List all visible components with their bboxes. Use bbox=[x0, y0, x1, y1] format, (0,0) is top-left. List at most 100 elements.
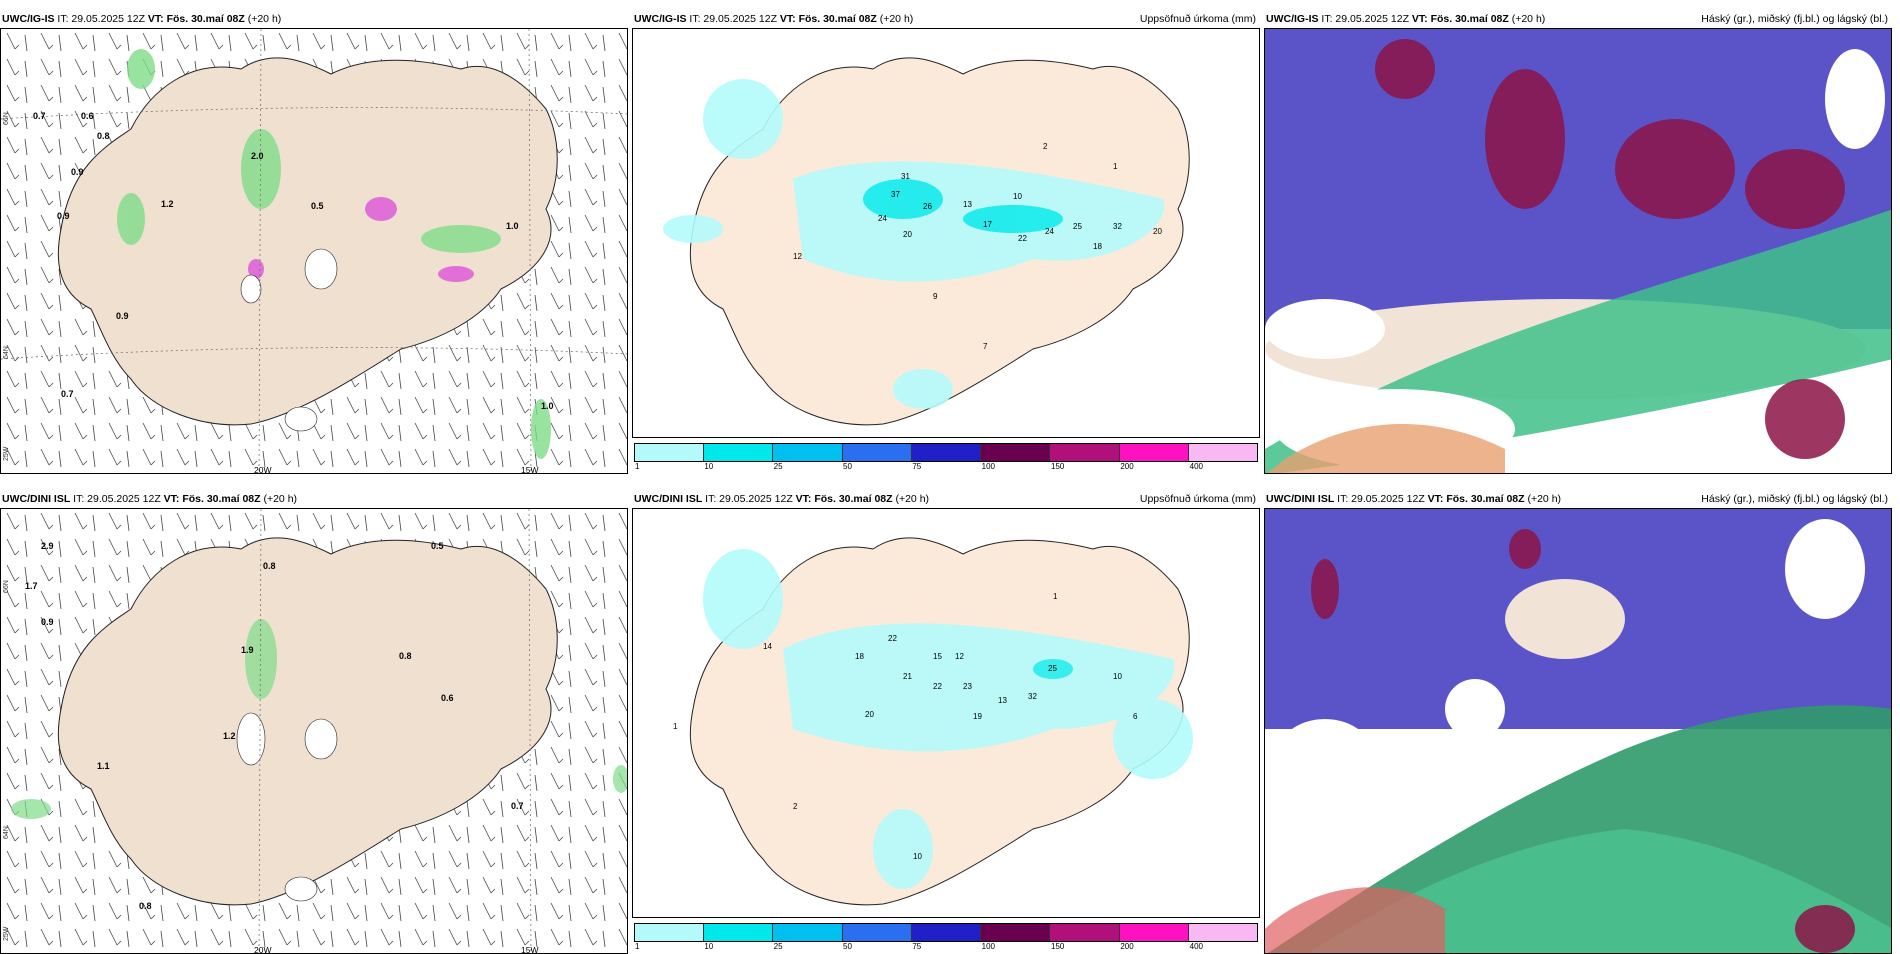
svg-text:19: 19 bbox=[973, 712, 982, 721]
colorbar-segment bbox=[842, 444, 912, 461]
lon-label-25w: 25W bbox=[3, 926, 10, 941]
svg-text:12: 12 bbox=[955, 652, 964, 661]
colorbar-segment bbox=[704, 924, 774, 941]
svg-text:18: 18 bbox=[1093, 242, 1102, 251]
svg-text:13: 13 bbox=[963, 200, 972, 209]
colorbar-segment bbox=[635, 924, 705, 941]
lat-label-66n: 66N bbox=[3, 580, 10, 593]
svg-text:1.7: 1.7 bbox=[25, 581, 38, 591]
init-time: IT: 29.05.2025 12Z bbox=[689, 13, 777, 25]
panel-bottom-right: UWC/DINI ISL IT: 29.05.2025 12Z VT: Fös.… bbox=[1264, 490, 1892, 954]
colorbar-segment bbox=[773, 924, 843, 941]
svg-text:1: 1 bbox=[1113, 162, 1118, 171]
map-accumulated-precip[interactable]: 22 18 15 12 25 22 23 32 13 10 21 14 19 20 10 2 1 6 1 bbox=[632, 508, 1260, 918]
svg-text:0.5: 0.5 bbox=[431, 541, 444, 551]
colorbar-tick-label: 150 bbox=[1051, 942, 1065, 951]
init-time: IT: 29.05.2025 12Z bbox=[705, 493, 793, 505]
colorbar bbox=[634, 443, 1258, 462]
map-cloud-cover[interactable] bbox=[1264, 28, 1892, 474]
model-name: UWC/IG-IS bbox=[2, 13, 55, 25]
map-accumulated-precip[interactable]: 31 37 26 24 20 17 22 24 25 18 32 20 13 10 12 9 7 2 1 bbox=[632, 28, 1260, 438]
colorbar-tick-label: 100 bbox=[981, 942, 996, 951]
colorbar-segment bbox=[704, 444, 774, 461]
model-name: UWC/DINI ISL bbox=[2, 493, 71, 505]
svg-text:20: 20 bbox=[865, 710, 874, 719]
map-wind-precip[interactable]: 2.9 1.7 0.9 0.8 1.9 0.8 0.6 1.2 0.7 1.1 0.8 0.5 2… bbox=[0, 508, 628, 954]
init-time: IT: 29.05.2025 12Z bbox=[1337, 493, 1425, 505]
model-name: UWC/DINI ISL bbox=[1266, 493, 1335, 505]
colorbar-tick-label: 75 bbox=[912, 462, 922, 471]
colorbar-segment bbox=[1050, 444, 1120, 461]
colorbar-tick-label: 50 bbox=[843, 942, 852, 951]
colorbar-segment bbox=[1188, 444, 1257, 461]
svg-text:9: 9 bbox=[933, 292, 938, 301]
colorbar-tick-label: 100 bbox=[981, 462, 996, 471]
svg-text:23: 23 bbox=[963, 682, 972, 691]
svg-text:24: 24 bbox=[878, 214, 887, 223]
svg-text:2: 2 bbox=[793, 802, 798, 811]
svg-text:15: 15 bbox=[933, 652, 942, 661]
lon-label-15w: 15W bbox=[521, 465, 539, 474]
valid-time: VT: Fös. 30.maí 08Z bbox=[795, 493, 893, 505]
lead-time: (+20 h) bbox=[1511, 13, 1546, 25]
svg-text:1.9: 1.9 bbox=[241, 645, 254, 655]
colorbar-tick-label: 50 bbox=[843, 462, 852, 471]
svg-text:22: 22 bbox=[933, 682, 942, 691]
field-title: Háský (gr.), miðský (fj.bl.) og lágský (… bbox=[1701, 493, 1888, 505]
lat-label-64n: 64N bbox=[3, 826, 10, 839]
init-time: IT: 29.05.2025 12Z bbox=[1321, 13, 1409, 25]
svg-text:0.6: 0.6 bbox=[441, 693, 454, 703]
svg-text:10: 10 bbox=[1113, 672, 1122, 681]
colorbar-tick-label: 25 bbox=[773, 942, 783, 951]
valid-time: VT: Fös. 30.maí 08Z bbox=[163, 493, 261, 505]
model-name: UWC/IG-IS bbox=[634, 13, 687, 25]
svg-text:1: 1 bbox=[673, 722, 678, 731]
svg-text:32: 32 bbox=[1113, 222, 1122, 231]
lead-time: (+20 h) bbox=[895, 493, 930, 505]
colorbar-tick-label: 10 bbox=[704, 462, 714, 471]
svg-text:32: 32 bbox=[1028, 692, 1037, 701]
panel-header: UWC/IG-IS IT: 29.05.2025 12Z VT: Fös. 30… bbox=[1264, 10, 1892, 28]
colorbar-segment bbox=[1119, 924, 1189, 941]
colorbar-tick-label: 75 bbox=[912, 942, 922, 951]
panel-header: UWC/DINI ISL IT: 29.05.2025 12Z VT: Fös.… bbox=[1264, 490, 1892, 508]
svg-text:25: 25 bbox=[1048, 664, 1057, 673]
colorbar-labels: 1 10 25 50 75 100 150 200 400 bbox=[634, 462, 1258, 472]
valid-time: VT: Fös. 30.maí 08Z bbox=[147, 13, 245, 25]
colorbar-segment bbox=[1119, 444, 1189, 461]
colorbar-tick-label: 150 bbox=[1051, 462, 1065, 471]
svg-text:10: 10 bbox=[913, 852, 922, 861]
colorbar-segment bbox=[911, 444, 982, 461]
svg-text:0.5: 0.5 bbox=[311, 201, 324, 211]
colorbar-tick-label: 1 bbox=[635, 462, 640, 471]
colorbar-tick-label: 400 bbox=[1189, 462, 1204, 471]
valid-time: VT: Fös. 30.maí 08Z bbox=[1411, 13, 1509, 25]
svg-text:0.8: 0.8 bbox=[399, 651, 412, 661]
field-title: Uppsöfnuð úrkoma (mm) bbox=[1139, 493, 1256, 505]
svg-text:1.0: 1.0 bbox=[541, 401, 554, 411]
svg-text:0.7: 0.7 bbox=[33, 111, 46, 121]
svg-text:0.8: 0.8 bbox=[139, 901, 152, 911]
panel-header: UWC/DINI ISL IT: 29.05.2025 12Z VT: Fös.… bbox=[0, 490, 628, 508]
svg-text:20: 20 bbox=[903, 230, 912, 239]
svg-text:18: 18 bbox=[855, 652, 864, 661]
svg-text:0.9: 0.9 bbox=[116, 311, 129, 321]
svg-text:1: 1 bbox=[1053, 592, 1058, 601]
colorbar-tick-label: 400 bbox=[1189, 942, 1204, 951]
panel-header: UWC/IG-IS IT: 29.05.2025 12Z VT: Fös. 30… bbox=[0, 10, 628, 28]
valid-time: VT: Fös. 30.maí 08Z bbox=[1427, 493, 1525, 505]
lead-time: (+20 h) bbox=[247, 13, 282, 25]
map-wind-precip[interactable]: 0.7 0.6 0.8 0.9 0.9 1.2 2.0 0.5 1.0 0.9 1.0 0.7 2… bbox=[0, 28, 628, 474]
panel-top-middle: UWC/IG-IS IT: 29.05.2025 12Z VT: Fös. 30… bbox=[632, 10, 1260, 472]
panel-bottom-left: UWC/DINI ISL IT: 29.05.2025 12Z VT: Fös.… bbox=[0, 490, 628, 954]
colorbar-segment bbox=[1188, 924, 1257, 941]
lat-label-66n: 66N bbox=[3, 112, 10, 125]
svg-text:24: 24 bbox=[1045, 227, 1054, 236]
colorbar-segment bbox=[773, 444, 843, 461]
colorbar-segment bbox=[842, 924, 912, 941]
svg-text:21: 21 bbox=[903, 672, 912, 681]
svg-text:0.8: 0.8 bbox=[263, 561, 276, 571]
map-cloud-cover[interactable] bbox=[1264, 508, 1892, 954]
svg-text:10: 10 bbox=[1013, 192, 1022, 201]
svg-text:22: 22 bbox=[888, 634, 897, 643]
